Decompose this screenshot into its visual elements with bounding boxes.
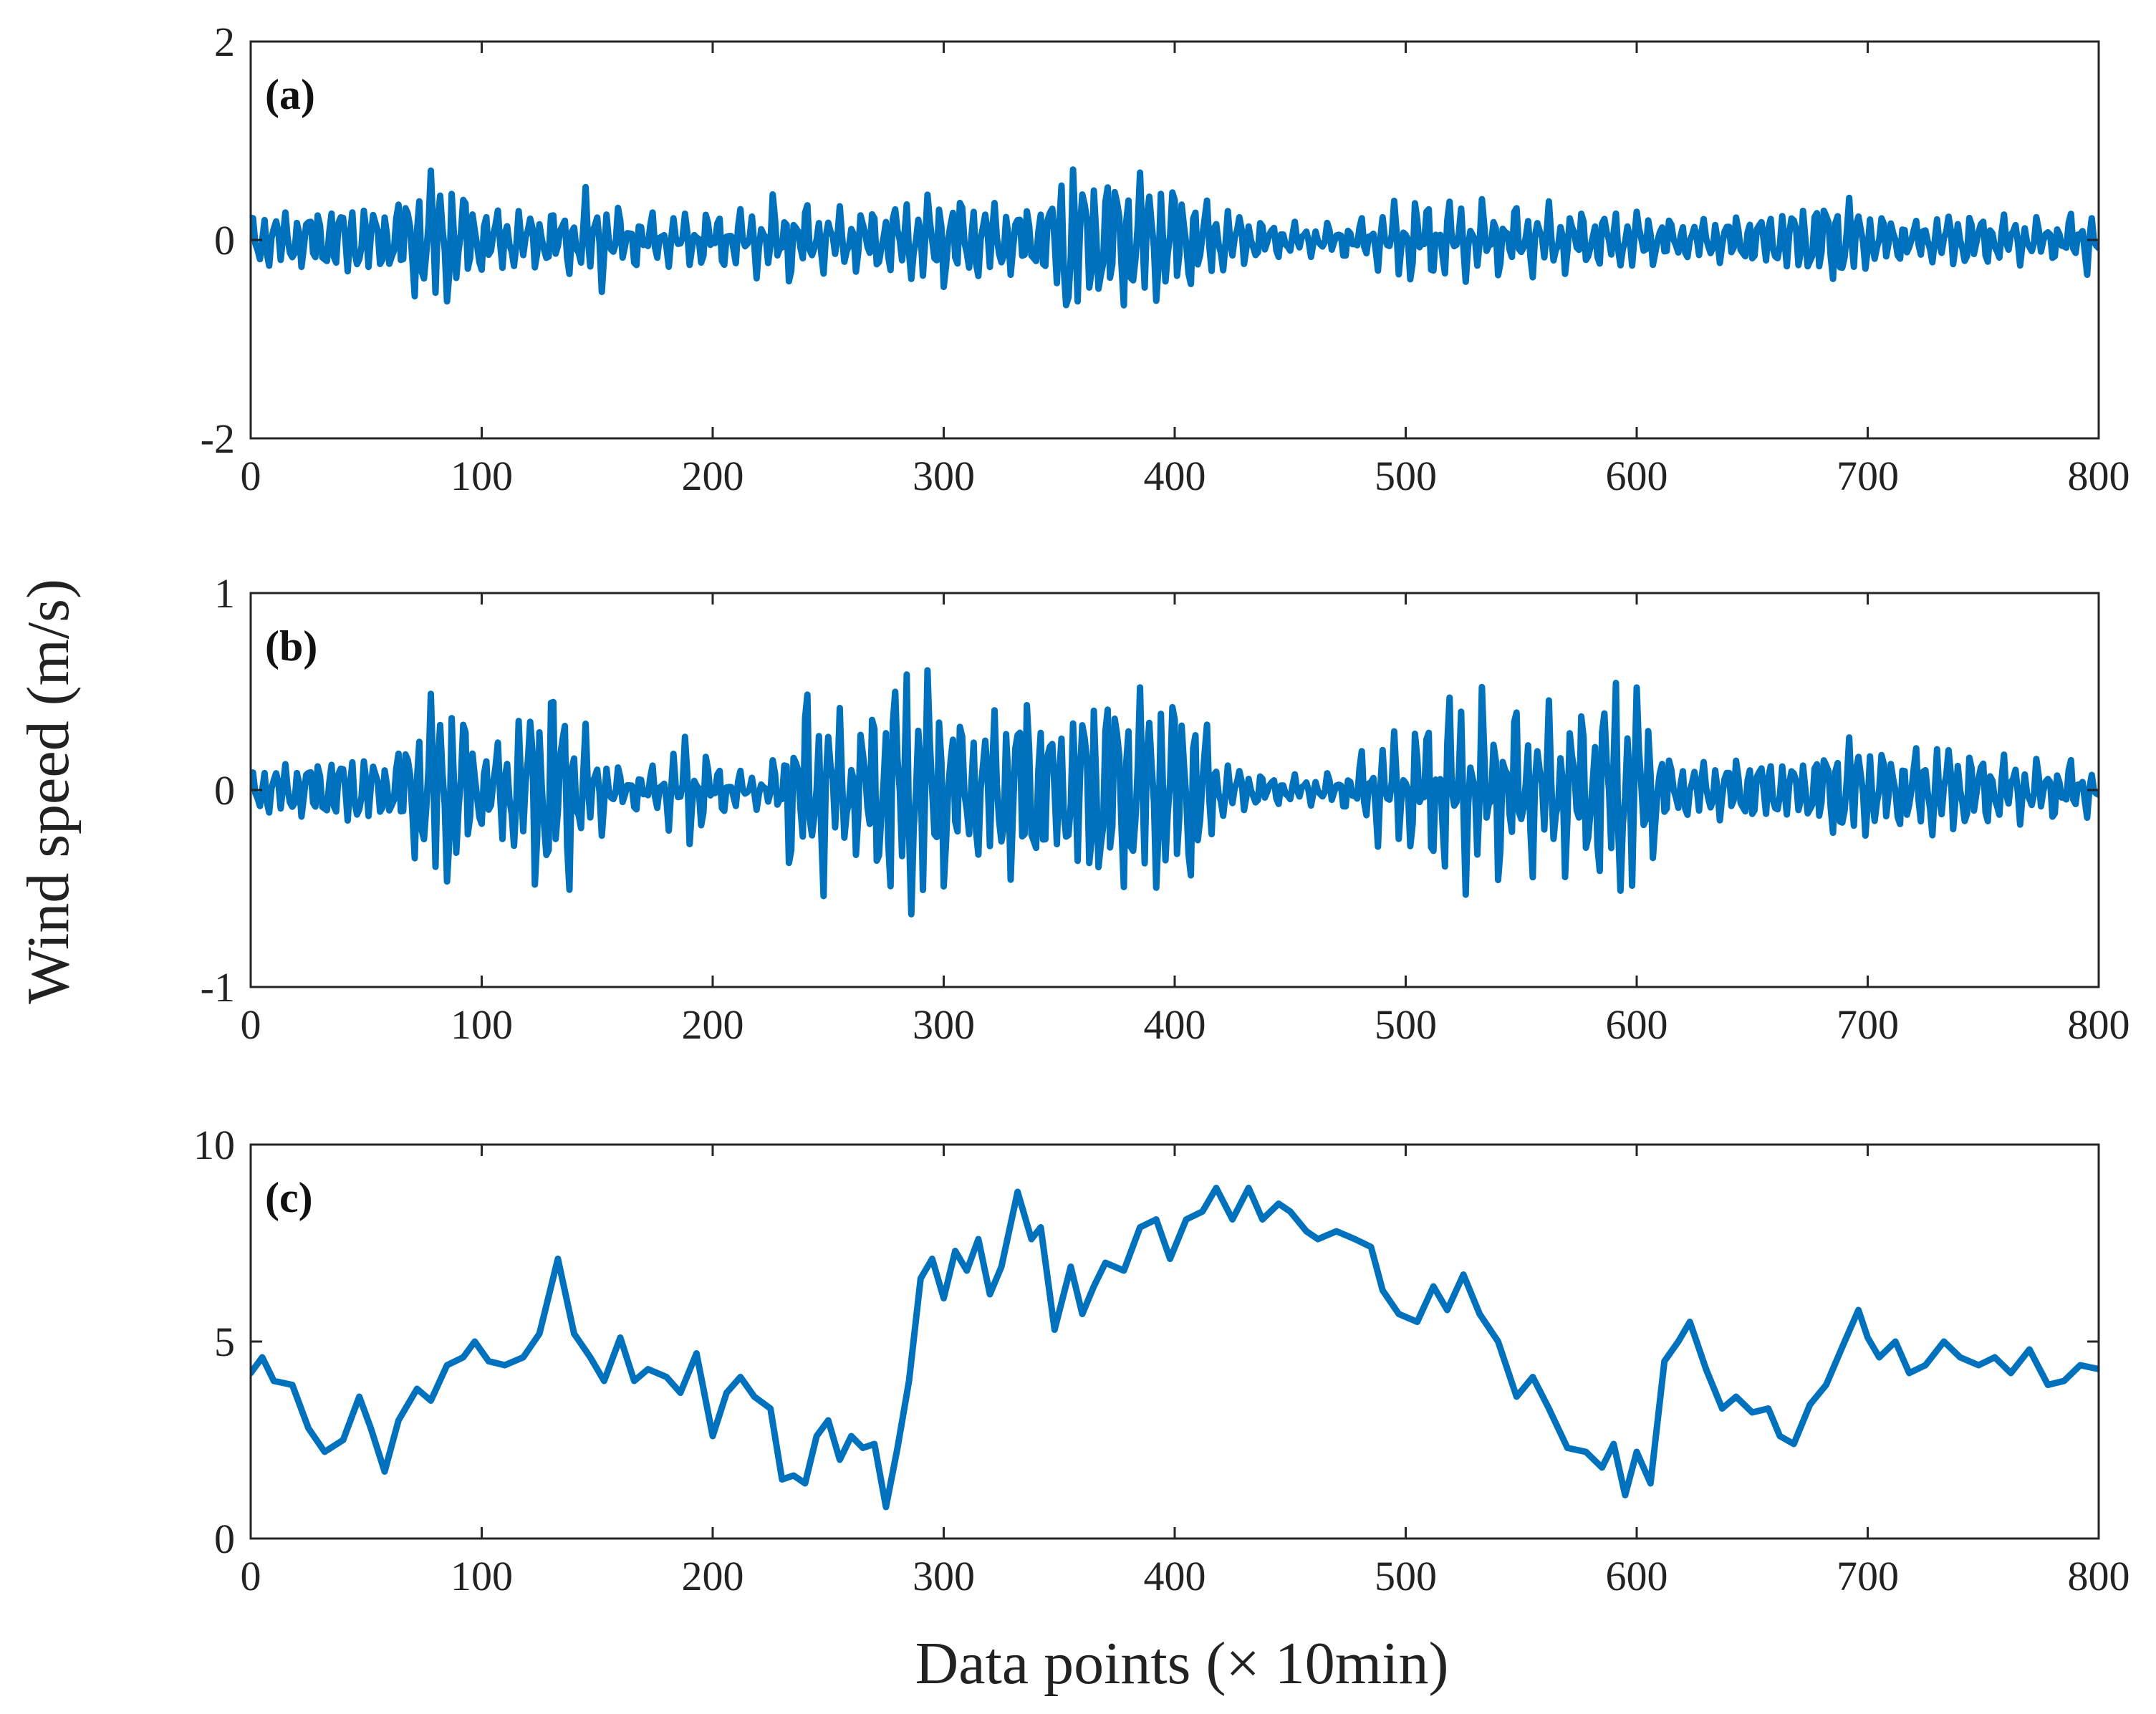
axes-box [249, 1143, 2100, 1540]
y-tick-label: 10 [193, 1122, 235, 1168]
series-line [251, 667, 2099, 918]
x-axis-title: Data points (× 10min) [915, 1630, 1449, 1697]
x-tick-label: 100 [451, 453, 513, 499]
panel-b: 0 100 200 300 400 500 600 700 800-101(b) [201, 570, 2130, 1048]
x-tick-label: 0 [241, 1553, 261, 1599]
x-tick-label: 600 [1606, 1001, 1668, 1048]
x-tick-label: 100 [451, 1001, 513, 1048]
y-tick-label: -1 [201, 964, 235, 1011]
x-tick-label: 600 [1606, 1553, 1668, 1599]
series-line [251, 166, 2099, 309]
panel-label: (c) [265, 1174, 313, 1221]
x-tick-label: 500 [1375, 453, 1437, 499]
y-tick-label: 1 [214, 570, 235, 617]
y-tick-label: 5 [214, 1319, 235, 1365]
x-tick-label: 800 [2068, 1553, 2130, 1599]
x-tick-label: 0 [241, 453, 261, 499]
x-tick-label: 800 [2068, 1001, 2130, 1048]
y-tick-label: -2 [201, 415, 235, 462]
y-tick-label: 2 [214, 19, 235, 65]
x-tick-label: 700 [1837, 1553, 1899, 1599]
x-tick-label: 300 [913, 453, 975, 499]
x-tick-label: 200 [682, 1001, 744, 1048]
panel-label: (a) [265, 71, 315, 118]
x-tick-label: 500 [1375, 1553, 1437, 1599]
x-tick-label: 300 [913, 1001, 975, 1048]
y-tick-label: 0 [214, 1516, 235, 1562]
x-tick-label: 200 [682, 1553, 744, 1599]
x-tick-label: 600 [1606, 453, 1668, 499]
x-tick-label: 400 [1144, 1553, 1206, 1599]
x-tick-label: 500 [1375, 1001, 1437, 1048]
x-tick-label: 800 [2068, 453, 2130, 499]
panel-a: 0 100 200 300 400 500 600 700 800-202(a) [201, 19, 2130, 499]
x-tick-label: 100 [451, 1553, 513, 1599]
panel-c: 0 100 200 300 400 500 600 700 800 0 5 10 (c) [193, 1122, 2130, 1599]
y-tick-label: 0 [214, 217, 235, 264]
x-tick-label: 400 [1144, 1001, 1206, 1048]
x-tick-label: 0 [241, 1001, 261, 1048]
series-line [251, 1185, 2099, 1511]
x-tick-label: 700 [1837, 1001, 1899, 1048]
panel-label: (b) [265, 622, 317, 670]
x-tick-label: 200 [682, 453, 744, 499]
x-tick-label: 300 [913, 1553, 975, 1599]
x-tick-label: 700 [1837, 453, 1899, 499]
x-tick-label: 400 [1144, 453, 1206, 499]
y-axis-title: Wind speed (m/s) [15, 579, 82, 1004]
y-tick-label: 0 [214, 767, 235, 814]
